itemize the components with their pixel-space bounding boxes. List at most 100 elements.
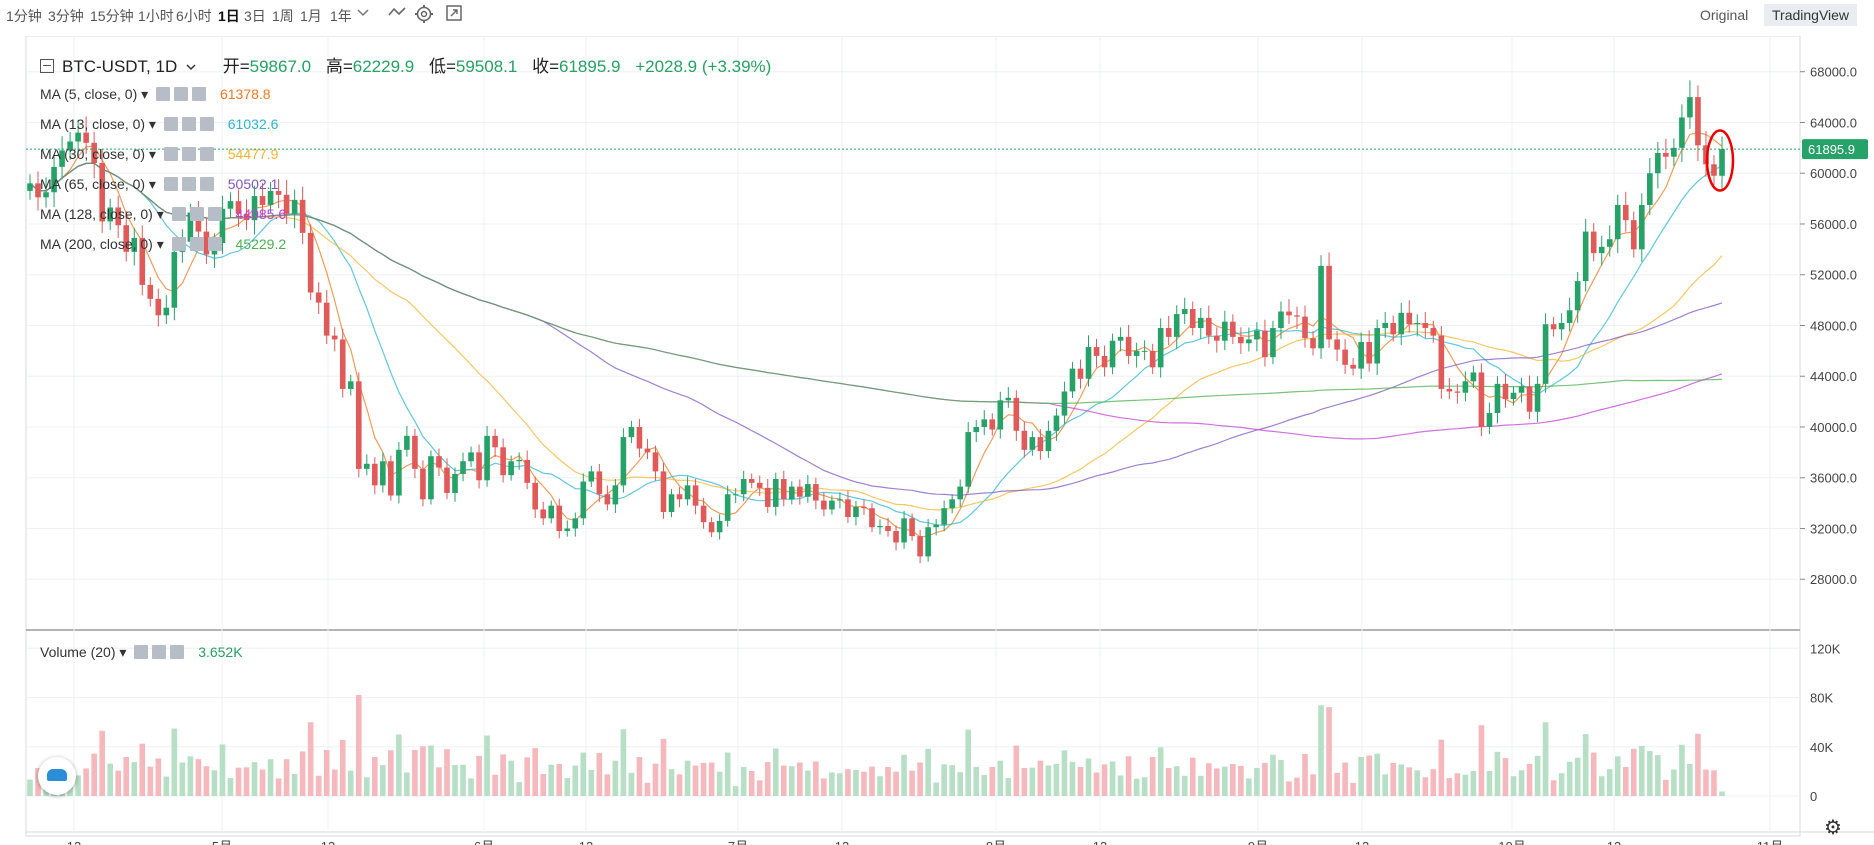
candle-body bbox=[115, 207, 122, 226]
volume-bar bbox=[973, 766, 980, 796]
candle-body bbox=[604, 494, 611, 505]
volume-bar bbox=[1302, 754, 1308, 796]
open-label: 开= bbox=[222, 57, 250, 76]
timeframe-3m[interactable]: 3分钟 bbox=[48, 8, 84, 24]
eye-icon[interactable] bbox=[134, 645, 149, 659]
mode-original[interactable]: Original bbox=[1700, 7, 1749, 23]
ma-value: 61032.6 bbox=[227, 116, 279, 132]
volume-bar bbox=[347, 770, 354, 796]
close-icon[interactable] bbox=[199, 177, 214, 191]
timeframe-1w[interactable]: 1周 bbox=[272, 8, 294, 24]
ma5-legend[interactable]: MA (5, close, 0) ▾ 61378.8 bbox=[40, 86, 271, 102]
candle-body bbox=[83, 132, 89, 143]
volume-bar bbox=[1061, 750, 1068, 796]
candle-body bbox=[1598, 246, 1605, 254]
timeframe-6h[interactable]: 6小时 bbox=[176, 8, 212, 24]
eye-icon[interactable] bbox=[163, 117, 178, 131]
time-tick-label: 11月 bbox=[1757, 839, 1784, 845]
close-icon[interactable] bbox=[170, 645, 185, 659]
gear-icon[interactable] bbox=[189, 237, 204, 251]
ma-value: 45229.2 bbox=[235, 236, 287, 252]
candle-body bbox=[1246, 339, 1252, 344]
gear-icon[interactable] bbox=[181, 177, 196, 191]
candle-body bbox=[420, 468, 426, 500]
ma30-line bbox=[29, 162, 1723, 511]
ma30-legend[interactable]: MA (30, close, 0) ▾ 54477.9 bbox=[40, 146, 279, 162]
eye-icon[interactable] bbox=[171, 237, 186, 251]
gear-icon[interactable] bbox=[189, 207, 204, 221]
volume-bar bbox=[1197, 775, 1204, 796]
timeframe-1mo[interactable]: 1月 bbox=[300, 8, 322, 24]
close-icon[interactable] bbox=[199, 147, 214, 161]
collapse-icon[interactable] bbox=[40, 59, 54, 73]
gear-icon[interactable] bbox=[174, 87, 189, 101]
volume-bar bbox=[644, 782, 651, 796]
gear-icon[interactable] bbox=[181, 147, 196, 161]
volume-bar bbox=[692, 765, 699, 796]
chevron-down-icon[interactable] bbox=[181, 57, 196, 76]
cloud-logo-icon[interactable] bbox=[38, 757, 76, 795]
eye-icon[interactable] bbox=[171, 207, 186, 221]
volume-bar bbox=[853, 769, 859, 796]
volume-bar bbox=[259, 769, 266, 796]
symbol-label[interactable]: BTC-USDT, 1D bbox=[62, 57, 178, 76]
candle-body bbox=[51, 166, 57, 193]
fullscreen-icon[interactable] bbox=[443, 4, 465, 26]
timeframe-1h[interactable]: 1小时 bbox=[138, 8, 174, 24]
eye-icon[interactable] bbox=[163, 147, 178, 161]
gear-icon[interactable] bbox=[181, 117, 196, 131]
volume-bar bbox=[163, 776, 170, 796]
volume-bar bbox=[1526, 764, 1533, 796]
moving-averages bbox=[29, 132, 1723, 538]
volume-bar bbox=[1342, 762, 1348, 796]
price-chart[interactable]: 28000.0 32000.0 36000.0 40000.0 44000.0 48000… bbox=[0, 36, 1874, 845]
candle-body bbox=[1470, 372, 1477, 382]
close-icon[interactable] bbox=[207, 207, 222, 221]
volume-bar bbox=[363, 777, 370, 796]
timeframe-1y[interactable]: 1年 bbox=[330, 8, 352, 24]
candle-body bbox=[1639, 204, 1645, 250]
ma65-legend[interactable]: MA (65, close, 0) ▾ 50502.1 bbox=[40, 176, 279, 192]
candle-body bbox=[283, 194, 290, 214]
timeframe-1d[interactable]: 1日 bbox=[218, 8, 240, 24]
volume-bar bbox=[1398, 764, 1405, 796]
ma-label: MA (5, close, 0) bbox=[40, 86, 138, 102]
volume-bar bbox=[1454, 773, 1461, 796]
line-chart-icon[interactable] bbox=[386, 4, 408, 26]
candle-body bbox=[1189, 308, 1196, 329]
candle-body bbox=[1655, 152, 1661, 174]
timeframe-3d[interactable]: 3日 bbox=[244, 8, 266, 24]
close-icon[interactable] bbox=[192, 87, 207, 101]
eye-icon[interactable] bbox=[163, 177, 178, 191]
volume-legend[interactable]: Volume (20) ▾ 3.652K bbox=[40, 644, 243, 660]
timeframe-15m[interactable]: 15分钟 bbox=[90, 8, 134, 24]
ma200-legend[interactable]: MA (200, close, 0) ▾ 45229.2 bbox=[40, 236, 287, 252]
volume-bar bbox=[1157, 747, 1164, 796]
volume-bar bbox=[1294, 777, 1300, 796]
candle-body bbox=[1005, 397, 1012, 401]
axes: 28000.0 32000.0 36000.0 40000.0 44000.0 48000… bbox=[26, 65, 1868, 845]
time-tick-label: 9月 bbox=[1248, 839, 1268, 845]
volume-bar bbox=[123, 756, 130, 796]
candle-body bbox=[1230, 321, 1236, 337]
mode-tradingview[interactable]: TradingView bbox=[1764, 4, 1858, 26]
close-icon[interactable] bbox=[199, 117, 214, 131]
gear-icon[interactable] bbox=[413, 4, 435, 26]
chevron-down-icon[interactable] bbox=[352, 4, 374, 26]
ma13-legend[interactable]: MA (13, close, 0) ▾ 61032.6 bbox=[40, 116, 279, 132]
last-price-badge bbox=[1802, 139, 1868, 160]
volume-bar bbox=[1246, 778, 1252, 796]
eye-icon[interactable] bbox=[156, 87, 171, 101]
candle-body bbox=[123, 225, 130, 252]
volume-tick-label: 120K bbox=[1810, 641, 1841, 656]
candle-body bbox=[556, 505, 563, 532]
candle-body bbox=[412, 435, 418, 469]
gear-icon[interactable]: ⚙ bbox=[1824, 817, 1842, 839]
timeframe-1m[interactable]: 1分钟 bbox=[6, 8, 42, 24]
gear-icon[interactable] bbox=[152, 645, 167, 659]
volume-bar bbox=[1671, 769, 1677, 796]
candle-body bbox=[1053, 415, 1060, 431]
ma128-legend[interactable]: MA (128, close, 0) ▾ 44085.6 bbox=[40, 206, 287, 222]
close-icon[interactable] bbox=[207, 237, 222, 251]
candle-body bbox=[1173, 314, 1180, 337]
